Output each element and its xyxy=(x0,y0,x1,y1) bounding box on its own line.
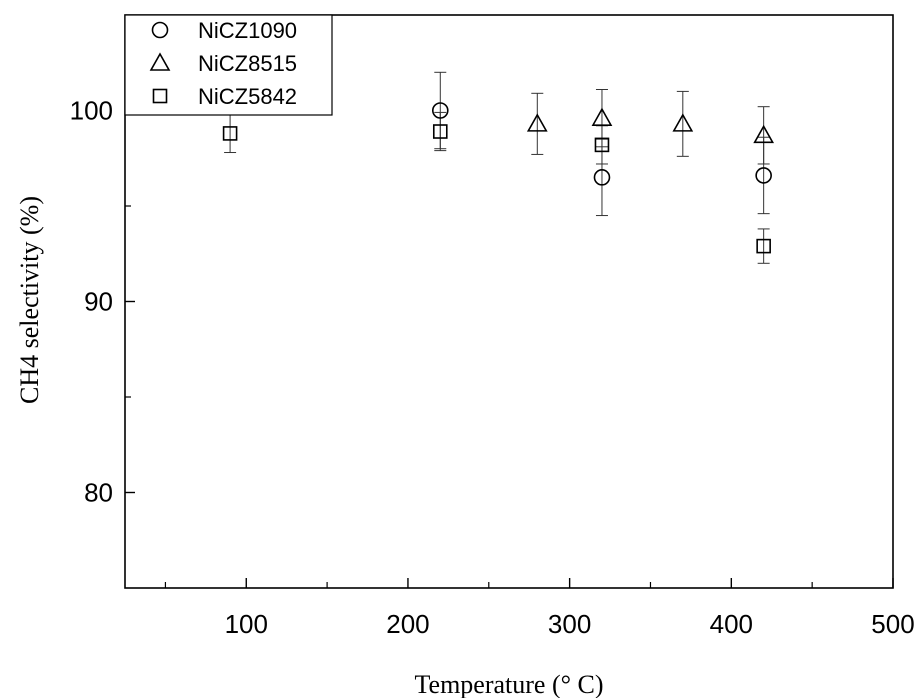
triangle-marker xyxy=(753,124,775,144)
legend-square-marker xyxy=(152,88,168,104)
y-axis-title: CH4 selectivity (%) xyxy=(15,196,44,404)
triangle-marker xyxy=(672,113,694,132)
circle-marker xyxy=(593,169,611,186)
x-tick-label: 100 xyxy=(225,609,268,639)
legend-triangle-marker xyxy=(149,52,171,71)
square-marker xyxy=(222,126,238,141)
legend-label: NiCZ8515 xyxy=(198,51,297,76)
triangle-marker xyxy=(591,107,613,126)
y-tick-label: 90 xyxy=(84,287,113,317)
x-tick-label: 300 xyxy=(548,609,591,639)
square-marker xyxy=(432,124,448,139)
square-marker xyxy=(756,238,771,254)
y-tick-label: 100 xyxy=(70,96,113,126)
legend: NiCZ1090 NiCZ8515 NiCZ5842 xyxy=(124,14,333,116)
legend-label: NiCZ5842 xyxy=(198,84,297,109)
legend-circle-marker xyxy=(151,21,169,39)
circle-marker xyxy=(431,102,449,119)
legend-box xyxy=(124,14,333,116)
square-marker xyxy=(594,137,610,153)
circle-marker xyxy=(755,167,772,184)
triangle-marker xyxy=(526,113,548,132)
x-axis-title: Temperature (° C) xyxy=(414,670,603,698)
y-tick-label: 80 xyxy=(84,478,113,508)
x-tick-label: 500 xyxy=(871,609,914,639)
axis-ticks: 100 200 300 400 500 80 90 100 xyxy=(70,96,915,640)
legend-label: NiCZ1090 xyxy=(198,18,297,43)
x-tick-label: 200 xyxy=(386,609,429,639)
data-markers xyxy=(222,102,775,254)
x-tick-label: 400 xyxy=(710,609,753,639)
